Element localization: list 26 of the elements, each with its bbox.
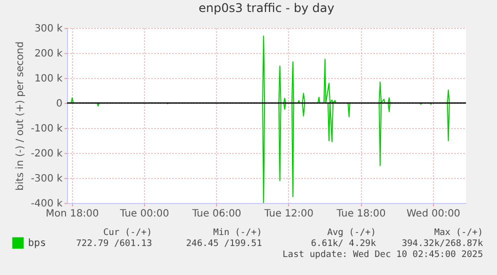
text: Avg (-/+) — [327, 228, 376, 238]
y-tick-label: 0 — [56, 98, 62, 110]
text: Min (-/+) — [213, 228, 262, 238]
y-tick-label: 300 k — [34, 24, 63, 34]
legend-label: bps — [28, 238, 46, 249]
text: 722.79 /601.13 — [76, 239, 152, 249]
text: 246.45 /199.51 — [186, 239, 262, 249]
x-tick-label: Tue 06:00 — [191, 208, 242, 220]
text: 394.32k/268.87k — [402, 239, 484, 249]
x-tick-label: Mon 18:00 — [46, 208, 99, 220]
y-tick-label: -200 k — [30, 148, 63, 160]
x-tick-label: Tue 12:00 — [263, 208, 314, 220]
text: 6.61k/ 4.29k — [310, 239, 377, 249]
x-tick-label: Tue 18:00 — [336, 208, 386, 220]
chart-title: enp0s3 traffic - by day — [198, 1, 334, 15]
x-tick-label: Tue 00:00 — [118, 208, 170, 220]
x-tick-label: Wed 00:00 — [406, 208, 460, 220]
y-tick-label: 100 k — [34, 74, 63, 84]
y-tick-label: -400 k — [30, 198, 63, 210]
y-tick-label: 200 k — [34, 48, 63, 60]
text: Cur (-/+) — [103, 228, 152, 238]
y-tick-label: -300 k — [30, 174, 63, 184]
text: Max (-/+) — [434, 228, 483, 238]
y-tick-label: -100 k — [30, 124, 63, 134]
y-axis-title: bits in (-) / out (+) per second — [14, 41, 26, 191]
text: Last update: Wed Dec 10 02:45:00 2025 — [282, 250, 483, 260]
